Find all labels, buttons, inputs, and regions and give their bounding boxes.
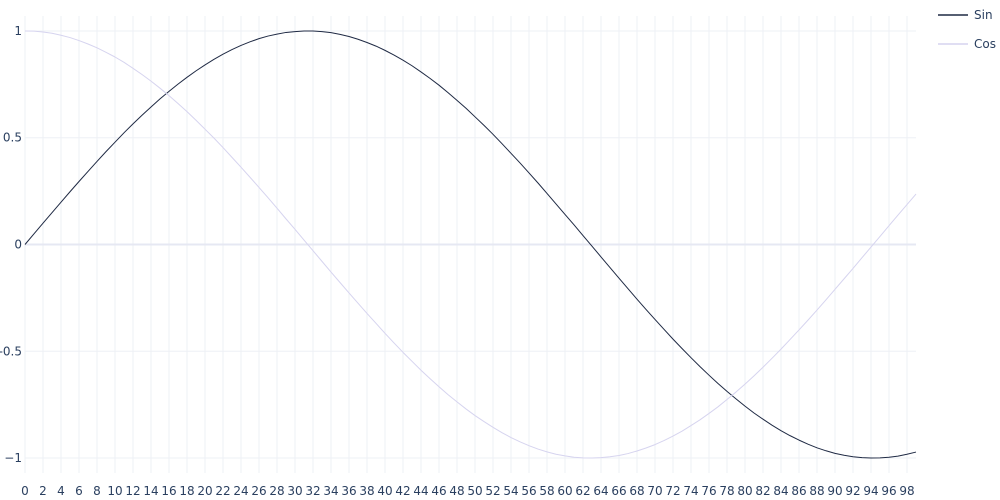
x-tick-label: 50 bbox=[467, 484, 482, 498]
legend[interactable]: Sin Cos bbox=[938, 8, 996, 51]
x-tick-label: 64 bbox=[593, 484, 608, 498]
x-axis-tick-labels: 0 2 4 6 8 10 12 14 16 18 20 22 24 26 28 30 32 34 36 38 40 42 4… bbox=[21, 484, 914, 498]
x-tick-label: 42 bbox=[395, 484, 410, 498]
x-tick-label: 34 bbox=[323, 484, 338, 498]
x-tick-label: 56 bbox=[521, 484, 536, 498]
x-tick-label: 86 bbox=[791, 484, 806, 498]
x-tick-label: 8 bbox=[93, 484, 101, 498]
x-tick-label: 48 bbox=[449, 484, 464, 498]
x-tick-label: 74 bbox=[683, 484, 698, 498]
x-tick-label: 90 bbox=[827, 484, 842, 498]
x-tick-label: 54 bbox=[503, 484, 518, 498]
x-tick-label: 96 bbox=[881, 484, 896, 498]
x-tick-label: 30 bbox=[287, 484, 302, 498]
x-tick-label: 88 bbox=[809, 484, 824, 498]
y-tick-label: -0.5 bbox=[0, 344, 22, 358]
x-tick-label: 44 bbox=[413, 484, 428, 498]
x-tick-label: 94 bbox=[863, 484, 878, 498]
x-tick-label: 66 bbox=[611, 484, 626, 498]
x-tick-label: 22 bbox=[215, 484, 230, 498]
y-axis-tick-labels: 1 0.5 0 -0.5 −1 bbox=[0, 24, 22, 465]
series-line-sin[interactable] bbox=[24, 30, 917, 459]
x-tick-label: 58 bbox=[539, 484, 554, 498]
x-tick-label: 62 bbox=[575, 484, 590, 498]
x-tick-label: 24 bbox=[233, 484, 248, 498]
y-tick-label: −1 bbox=[4, 451, 22, 465]
x-tick-label: 40 bbox=[377, 484, 392, 498]
series-lines bbox=[24, 30, 917, 459]
y-tick-label: 0.5 bbox=[3, 131, 22, 145]
series-line-cos[interactable] bbox=[24, 30, 917, 459]
x-tick-label: 20 bbox=[197, 484, 212, 498]
x-tick-label: 18 bbox=[179, 484, 194, 498]
x-tick-label: 84 bbox=[773, 484, 788, 498]
x-tick-label: 78 bbox=[719, 484, 734, 498]
legend-label: Cos bbox=[974, 37, 996, 51]
x-tick-label: 26 bbox=[251, 484, 266, 498]
x-tick-label: 68 bbox=[629, 484, 644, 498]
x-tick-label: 14 bbox=[143, 484, 158, 498]
legend-label: Sin bbox=[974, 8, 993, 22]
x-tick-label: 12 bbox=[125, 484, 140, 498]
x-tick-label: 46 bbox=[431, 484, 446, 498]
x-tick-label: 10 bbox=[107, 484, 122, 498]
x-tick-label: 98 bbox=[899, 484, 914, 498]
legend-item-sin[interactable]: Sin bbox=[938, 8, 993, 22]
y-tick-label: 0 bbox=[14, 238, 22, 252]
x-tick-label: 28 bbox=[269, 484, 284, 498]
x-tick-label: 70 bbox=[647, 484, 662, 498]
x-tick-label: 38 bbox=[359, 484, 374, 498]
y-tick-label: 1 bbox=[14, 24, 22, 38]
x-tick-label: 80 bbox=[737, 484, 752, 498]
x-tick-label: 92 bbox=[845, 484, 860, 498]
x-tick-label: 60 bbox=[557, 484, 572, 498]
x-tick-label: 72 bbox=[665, 484, 680, 498]
x-tick-label: 36 bbox=[341, 484, 356, 498]
x-tick-label: 76 bbox=[701, 484, 716, 498]
x-tick-label: 52 bbox=[485, 484, 500, 498]
x-tick-label: 2 bbox=[39, 484, 47, 498]
x-tick-label: 0 bbox=[21, 484, 29, 498]
x-tick-label: 6 bbox=[75, 484, 83, 498]
x-tick-label: 82 bbox=[755, 484, 770, 498]
x-tick-label: 16 bbox=[161, 484, 176, 498]
x-tick-label: 32 bbox=[305, 484, 320, 498]
legend-item-cos[interactable]: Cos bbox=[938, 37, 996, 51]
x-tick-label: 4 bbox=[57, 484, 65, 498]
